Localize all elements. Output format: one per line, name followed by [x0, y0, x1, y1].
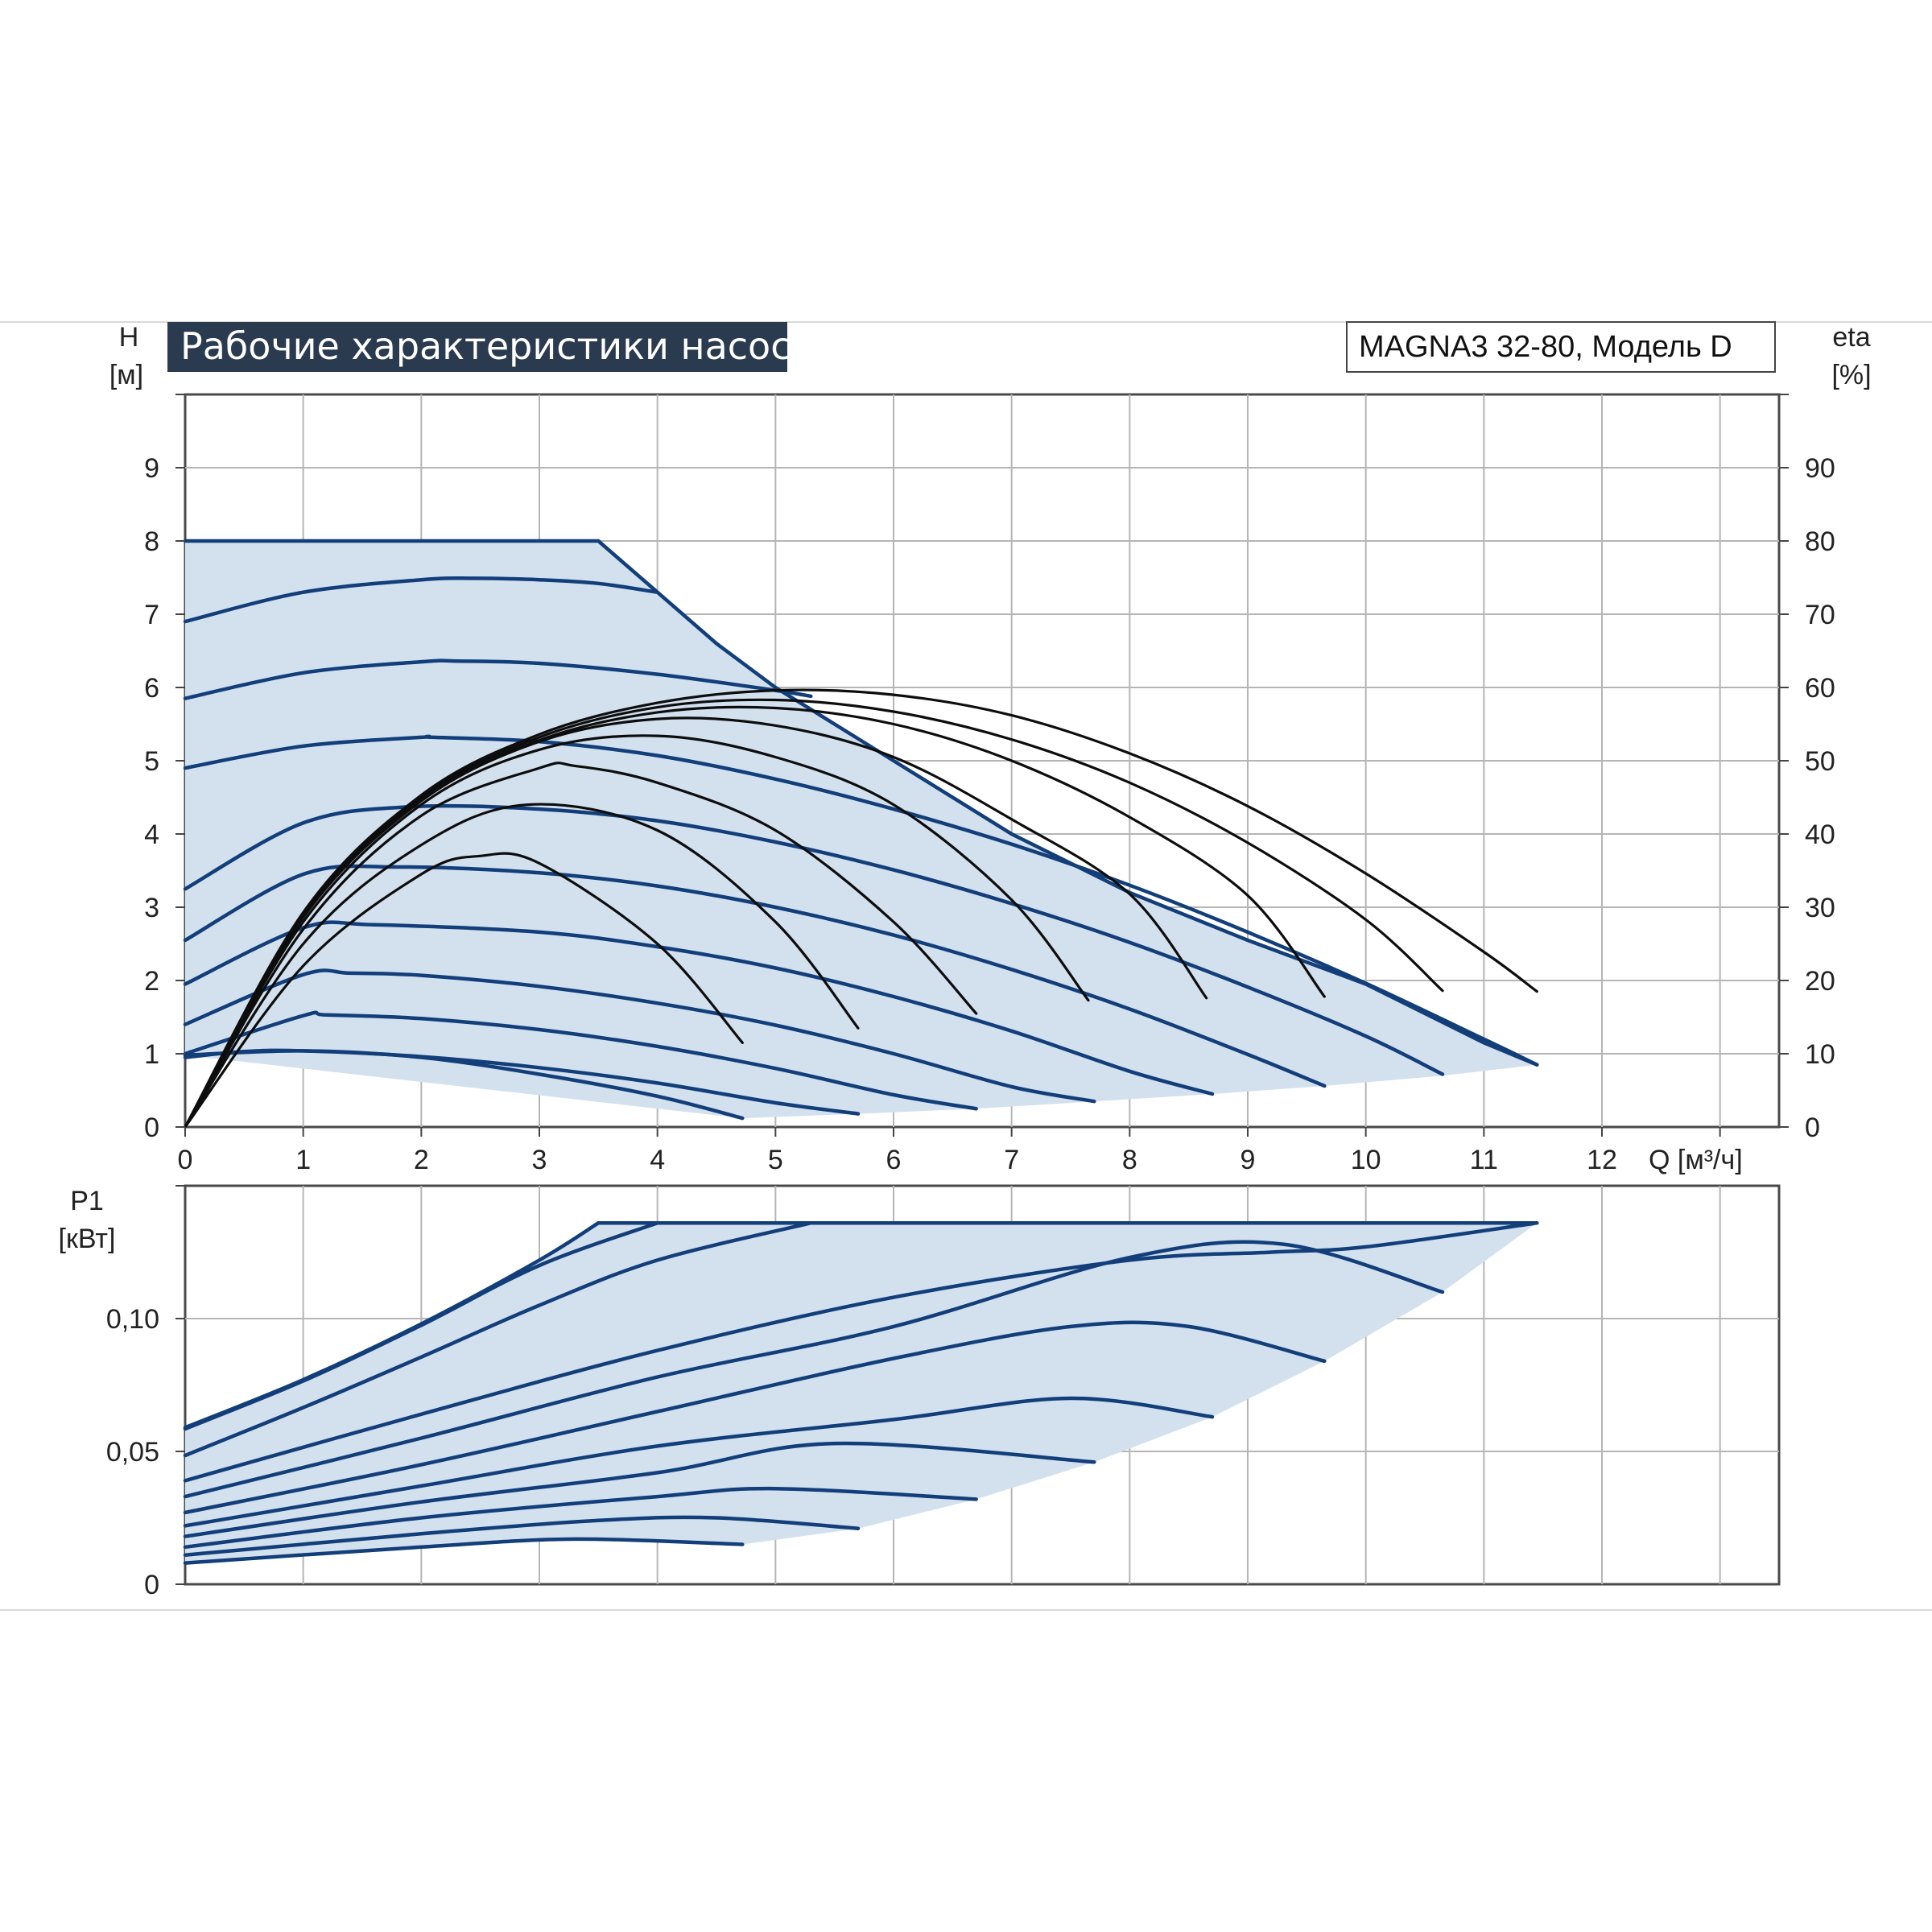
y-axis-title-symbol: H: [119, 322, 139, 353]
y2-tick-label: 60: [1805, 673, 1835, 704]
head-curve: [183, 576, 659, 624]
y-tick-label: 5: [144, 746, 159, 777]
power-y-axis-title-symbol: P1: [70, 1186, 104, 1216]
y2-tick-label: 20: [1805, 966, 1835, 997]
x-tick-label: 4: [650, 1145, 665, 1175]
efficiency-curve: [184, 852, 744, 1129]
y-tick-label: 6: [144, 673, 159, 704]
power-curve: [183, 1220, 1539, 1483]
efficiency-curve: [184, 688, 1538, 1129]
head-curve: [183, 658, 813, 700]
x-axis-title: Q [м³/ч]: [1649, 1145, 1743, 1175]
head-ticks: 0 1 2 3 4 5 6 7 8 9 10 11 12012345678901020304050607…: [144, 394, 1835, 1175]
chart-title: Рабочие характеристики насоса: [180, 324, 814, 368]
power-curve: [183, 1240, 1445, 1499]
efficiency-curve: [184, 716, 1208, 1129]
power-curve: [183, 1320, 1327, 1515]
x-tick-label: 10: [1351, 1145, 1381, 1175]
y-tick-label: 7: [144, 600, 159, 630]
power-curve: [183, 1537, 745, 1565]
y-tick-label: 0: [144, 1113, 159, 1143]
x-tick-label: 6: [886, 1145, 902, 1175]
head-curve: [183, 920, 1215, 1096]
head-curve: [183, 968, 1096, 1104]
model-label: MAGNA3 32-80, Модель D: [1359, 330, 1732, 364]
y2-tick-label: 50: [1805, 746, 1835, 777]
power-ticks: 0 0,05 0,10: [106, 1185, 185, 1600]
model-box: [1346, 321, 1776, 373]
y-tick-label: 4: [144, 819, 159, 850]
y2-tick-label: 10: [1805, 1039, 1835, 1070]
power-curve: [183, 1486, 978, 1550]
max-head-curve: [183, 539, 1539, 1067]
efficiency-curve: [184, 762, 978, 1129]
y2-axis-title-unit: [%]: [1831, 360, 1871, 390]
x-tick-label: 5: [768, 1145, 783, 1175]
x-tick-label: 2: [414, 1145, 429, 1175]
power-curve: [183, 1220, 813, 1458]
efficiency-curve: [184, 734, 1090, 1129]
power-chart-frame: [184, 1184, 1781, 1586]
y2-axis-title-symbol: eta: [1832, 322, 1870, 353]
power-chart: 0 0,05 0,10 P1 [кВт]: [59, 1184, 1781, 1600]
power-curves: [183, 1220, 1539, 1565]
y-tick-label: 9: [144, 453, 159, 484]
x-tick-label: 7: [1004, 1145, 1019, 1175]
head-curve: [183, 1010, 978, 1111]
x-tick-label: 8: [1122, 1145, 1137, 1175]
head-curve: [183, 1049, 745, 1121]
y-tick-label: 8: [144, 526, 159, 557]
y-tick-label: 3: [144, 893, 159, 923]
power-curve: [183, 1396, 1215, 1528]
power-y-tick-label: 0,05: [106, 1437, 159, 1468]
x-tick-label: 11: [1470, 1145, 1498, 1175]
x-tick-label: 0: [178, 1145, 193, 1175]
x-tick-label: 3: [532, 1145, 547, 1175]
y2-tick-label: 80: [1805, 526, 1835, 557]
y2-tick-label: 30: [1805, 893, 1835, 923]
y2-tick-label: 90: [1805, 453, 1835, 484]
operating-area: [185, 541, 1538, 1127]
chart-title-banner: [167, 322, 787, 372]
power-y-axis-title-unit: [кВт]: [59, 1224, 116, 1254]
head-curve: [183, 864, 1327, 1088]
head-curve: [183, 734, 1539, 1067]
y2-tick-label: 0: [1805, 1113, 1820, 1143]
head-curve: [183, 803, 1445, 1076]
power-curve: [183, 1441, 1096, 1538]
max-power-curve: [183, 1220, 1539, 1430]
x-tick-label: 12: [1587, 1145, 1617, 1175]
y2-tick-label: 70: [1805, 600, 1835, 630]
y-tick-label: 2: [144, 966, 159, 997]
x-tick-label: 1: [295, 1145, 311, 1175]
power-curve: [183, 1515, 861, 1557]
head-efficiency-chart: 0 1 2 3 4 5 6 7 8 9 10 11 12012345678901020304050607…: [109, 321, 1872, 1175]
power-y-tick-label: 0,10: [106, 1304, 159, 1335]
efficiency-curves: [184, 688, 1538, 1129]
y-axis-title-unit: [м]: [109, 360, 143, 390]
head-curves: [183, 539, 1539, 1121]
power-y-tick-label: 0: [144, 1570, 159, 1600]
y-tick-label: 1: [144, 1039, 159, 1070]
efficiency-curve: [184, 803, 860, 1129]
power-operating-area: [185, 1223, 1538, 1563]
y2-tick-label: 40: [1805, 819, 1835, 850]
x-tick-label: 9: [1241, 1145, 1256, 1175]
